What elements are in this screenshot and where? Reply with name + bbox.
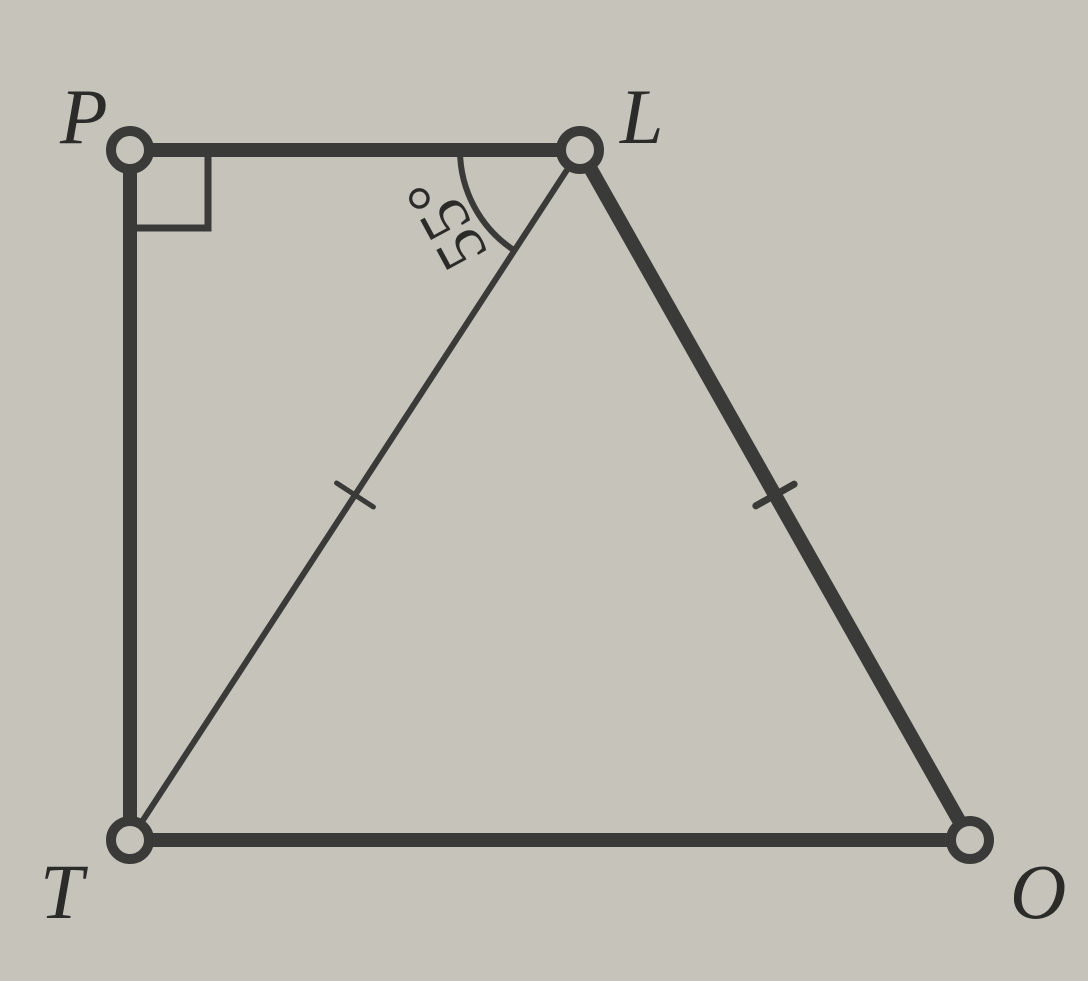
vertex-P-marker [111,131,149,169]
vertex-O-marker [951,821,989,859]
vertex-T-marker [111,821,149,859]
vertex-T-label: T [40,848,88,935]
vertex-L-label: L [619,73,663,160]
vertex-L-marker [561,131,599,169]
geometry-diagram: 55°PLTO [0,0,1088,981]
vertex-O-label: O [1010,848,1066,935]
vertex-P-label: P [59,73,108,160]
